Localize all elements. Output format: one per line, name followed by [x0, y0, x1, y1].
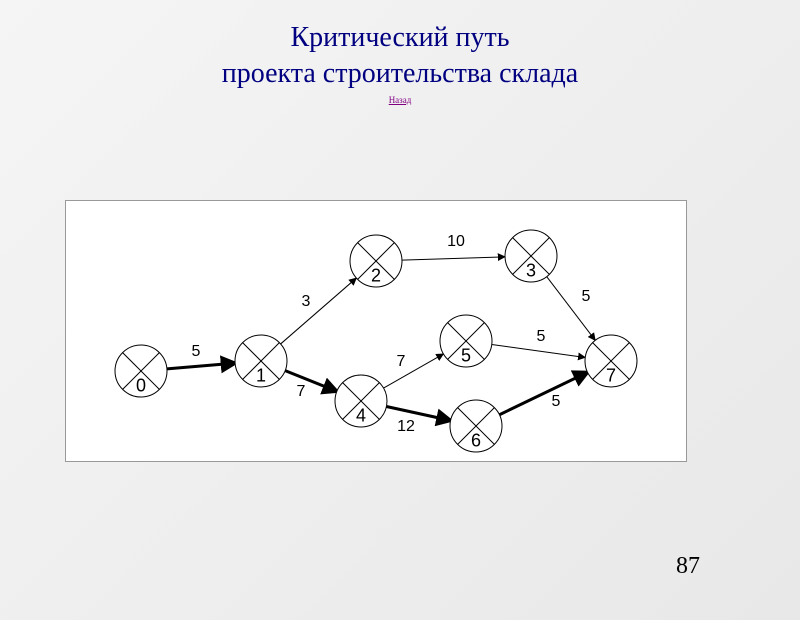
edge-3-7 — [547, 277, 595, 341]
edge-label-3-7: 5 — [582, 288, 591, 305]
node-5: 5 — [440, 315, 492, 367]
network-diagram: 5310577512501234567 — [65, 200, 687, 462]
node-3: 3 — [505, 230, 557, 282]
slide-title: Критический путь проекта строительства с… — [0, 20, 800, 93]
node-0: 0 — [115, 345, 167, 397]
node-7: 7 — [585, 335, 637, 387]
node-label-4: 4 — [356, 405, 366, 425]
back-link[interactable]: Назад — [0, 95, 800, 105]
edge-label-0-1: 5 — [192, 343, 201, 360]
edge-2-3 — [402, 257, 505, 260]
edge-4-6 — [386, 407, 450, 421]
edge-0-1 — [167, 363, 235, 369]
edge-1-4 — [285, 371, 337, 392]
node-label-6: 6 — [471, 430, 481, 450]
edge-1-2 — [281, 278, 357, 344]
node-label-2: 2 — [371, 265, 381, 285]
edge-label-4-5: 7 — [397, 353, 406, 370]
edge-6-7 — [499, 372, 587, 414]
edge-label-2-3: 10 — [447, 233, 465, 250]
node-6: 6 — [450, 400, 502, 452]
edge-4-5 — [384, 354, 444, 388]
node-label-7: 7 — [606, 365, 616, 385]
node-1: 1 — [235, 335, 287, 387]
edge-label-6-7: 5 — [552, 393, 561, 410]
title-line-2: проекта строительства склада — [222, 58, 578, 89]
node-4: 4 — [335, 375, 387, 427]
node-label-1: 1 — [256, 365, 266, 385]
edge-label-1-4: 7 — [297, 383, 306, 400]
node-2: 2 — [350, 235, 402, 287]
edge-5-7 — [492, 345, 585, 358]
node-label-0: 0 — [136, 375, 146, 395]
edge-label-5-7: 5 — [537, 328, 546, 345]
edge-label-4-6: 12 — [397, 418, 415, 435]
title-line-1: Критический путь — [290, 22, 509, 53]
node-label-3: 3 — [526, 260, 536, 280]
edge-label-1-2: 3 — [302, 293, 311, 310]
node-label-5: 5 — [461, 345, 471, 365]
page-number: 87 — [676, 553, 700, 580]
